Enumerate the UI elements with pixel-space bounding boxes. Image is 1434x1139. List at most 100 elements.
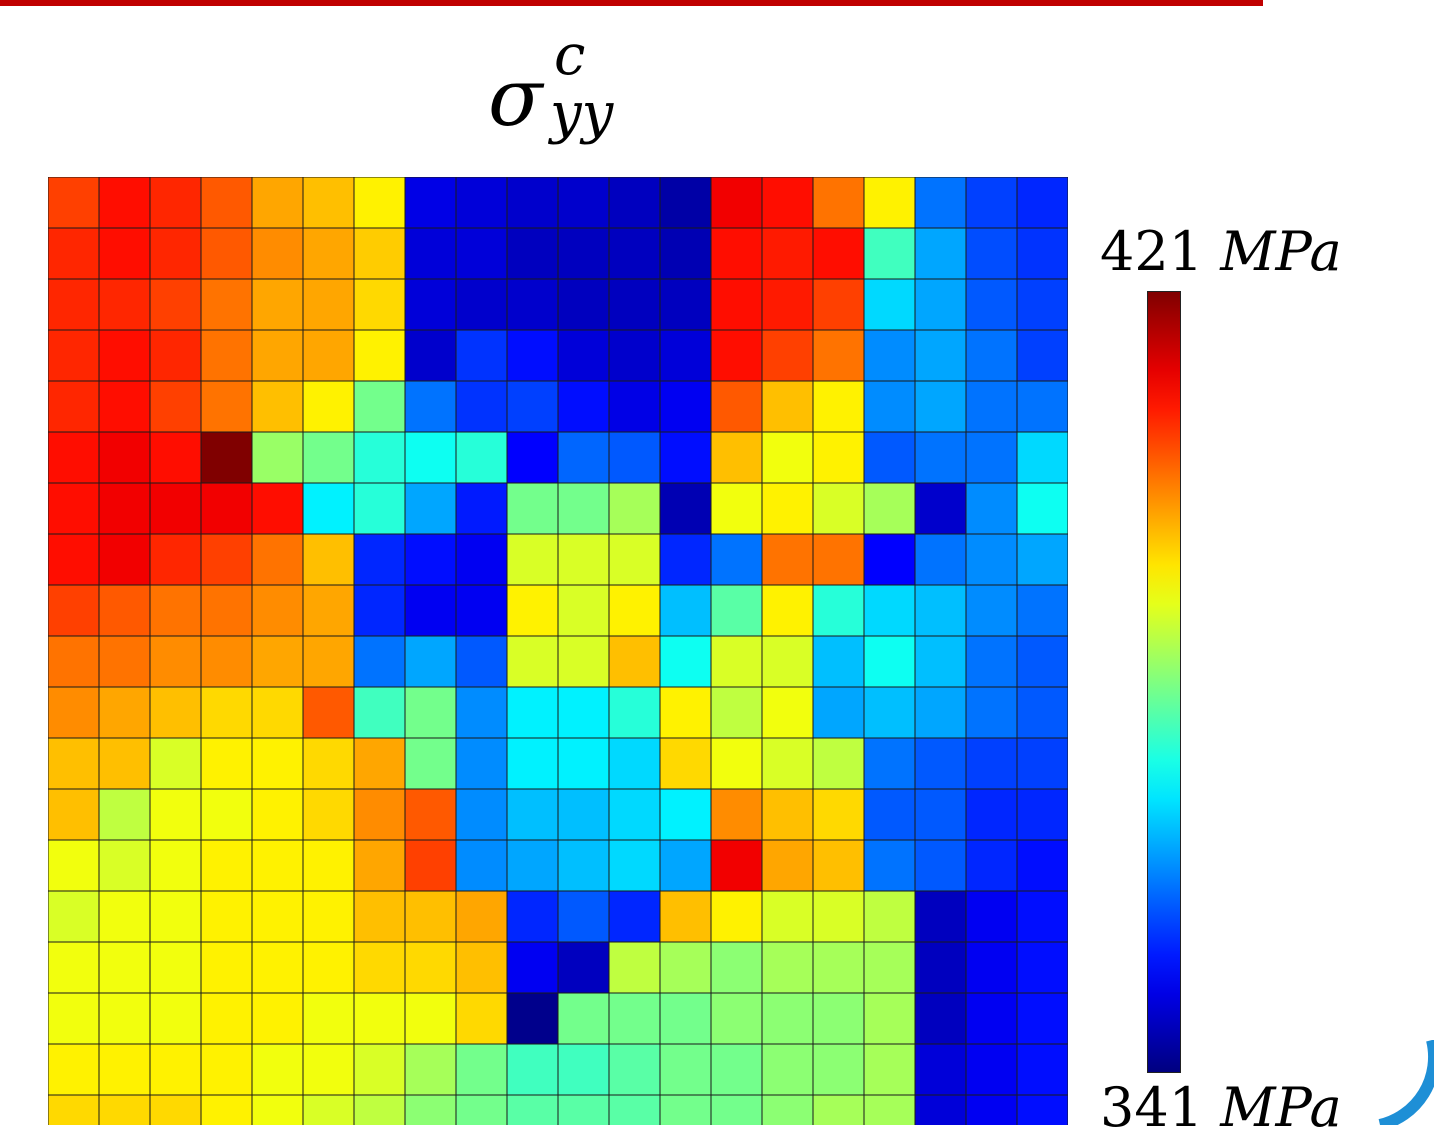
heatmap-cell <box>251 227 304 280</box>
heatmap-cell <box>914 329 967 382</box>
heatmap-cell <box>659 584 712 637</box>
heatmap-cell <box>353 839 406 892</box>
heatmap-cell <box>710 482 763 535</box>
title-base: σ <box>488 51 543 144</box>
heatmap-cell <box>965 686 1018 739</box>
heatmap-cell <box>965 737 1018 790</box>
heatmap-cell <box>149 227 202 280</box>
heatmap-cell <box>200 482 253 535</box>
heatmap-cell <box>659 431 712 484</box>
heatmap-cell <box>302 329 355 382</box>
heatmap-cell <box>659 177 712 229</box>
heatmap-cell <box>914 941 967 994</box>
heatmap-cell <box>149 686 202 739</box>
heatmap-cell <box>251 482 304 535</box>
heatmap-cell <box>914 533 967 586</box>
heatmap-cell <box>761 431 814 484</box>
heatmap-cell <box>812 177 865 229</box>
heatmap-cell <box>506 380 559 433</box>
heatmap-cell <box>506 1043 559 1096</box>
heatmap-cell <box>914 686 967 739</box>
heatmap-cell <box>863 839 916 892</box>
heatmap-cell <box>659 839 712 892</box>
heatmap-cell <box>251 177 304 229</box>
heatmap-cell <box>353 380 406 433</box>
heatmap-cell <box>608 1043 661 1096</box>
heatmap-cell <box>761 1094 814 1125</box>
heatmap-cell <box>404 1043 457 1096</box>
heatmap-cell <box>608 737 661 790</box>
heatmap-cell <box>914 788 967 841</box>
heatmap-cell <box>506 431 559 484</box>
heatmap-cell <box>812 227 865 280</box>
heatmap-cell <box>659 737 712 790</box>
heatmap-cell <box>506 1094 559 1125</box>
heatmap-cell <box>404 686 457 739</box>
heatmap-cell <box>353 482 406 535</box>
heatmap-cell <box>914 431 967 484</box>
heatmap-cell <box>455 227 508 280</box>
heatmap-cell <box>710 584 763 637</box>
heatmap-cell <box>404 839 457 892</box>
heatmap-cell <box>557 788 610 841</box>
heatmap-cell <box>353 686 406 739</box>
heatmap-cell <box>404 635 457 688</box>
heatmap-cell <box>98 329 151 382</box>
heatmap-cell <box>863 431 916 484</box>
heatmap-cell <box>353 278 406 331</box>
heatmap-cell <box>863 380 916 433</box>
heatmap-cell <box>659 890 712 943</box>
heatmap-cell <box>608 992 661 1045</box>
heatmap-cell <box>506 329 559 382</box>
heatmap-cell <box>608 329 661 382</box>
heatmap-cell <box>710 177 763 229</box>
heatmap-cell <box>863 890 916 943</box>
heatmap-cell <box>812 992 865 1045</box>
heatmap-cell <box>965 992 1018 1045</box>
heatmap-cell <box>455 839 508 892</box>
heatmap-cell <box>557 227 610 280</box>
heatmap-cell <box>98 635 151 688</box>
heatmap-cell <box>1016 839 1068 892</box>
heatmap-cell <box>863 1043 916 1096</box>
heatmap-cell <box>302 584 355 637</box>
heatmap-cell <box>98 941 151 994</box>
heatmap-cell <box>965 1094 1018 1125</box>
heatmap-cell <box>302 737 355 790</box>
heatmap-cell <box>353 177 406 229</box>
heatmap-cell <box>353 431 406 484</box>
heatmap-cell <box>48 635 100 688</box>
heatmap-cell <box>506 482 559 535</box>
heatmap-cell <box>710 278 763 331</box>
heatmap-cell <box>200 380 253 433</box>
heatmap-cell <box>1016 584 1068 637</box>
heatmap-cell <box>557 533 610 586</box>
heatmap-cell <box>98 533 151 586</box>
heatmap-cell <box>812 1094 865 1125</box>
heatmap-cell <box>812 737 865 790</box>
heatmap-cell <box>761 227 814 280</box>
heatmap-cell <box>1016 737 1068 790</box>
heatmap-cell <box>659 635 712 688</box>
heatmap-cell <box>1016 1043 1068 1096</box>
heatmap-cell <box>98 482 151 535</box>
heatmap-cell <box>251 890 304 943</box>
heatmap-cell <box>863 737 916 790</box>
heatmap-cell <box>761 941 814 994</box>
heatmap-cell <box>710 941 763 994</box>
heatmap-cell <box>761 533 814 586</box>
heatmap-cell <box>455 329 508 382</box>
heatmap-cell <box>149 431 202 484</box>
heatmap-cell <box>404 992 457 1045</box>
heatmap <box>48 177 1068 1125</box>
heatmap-cell <box>710 992 763 1045</box>
heatmap-cell <box>1016 788 1068 841</box>
heatmap-cell <box>812 278 865 331</box>
heatmap-cell <box>149 992 202 1045</box>
heatmap-cell <box>149 1094 202 1125</box>
heatmap-cell <box>48 992 100 1045</box>
heatmap-cell <box>557 177 610 229</box>
heatmap-cell <box>1016 635 1068 688</box>
heatmap-cell <box>353 584 406 637</box>
heatmap-cell <box>302 533 355 586</box>
